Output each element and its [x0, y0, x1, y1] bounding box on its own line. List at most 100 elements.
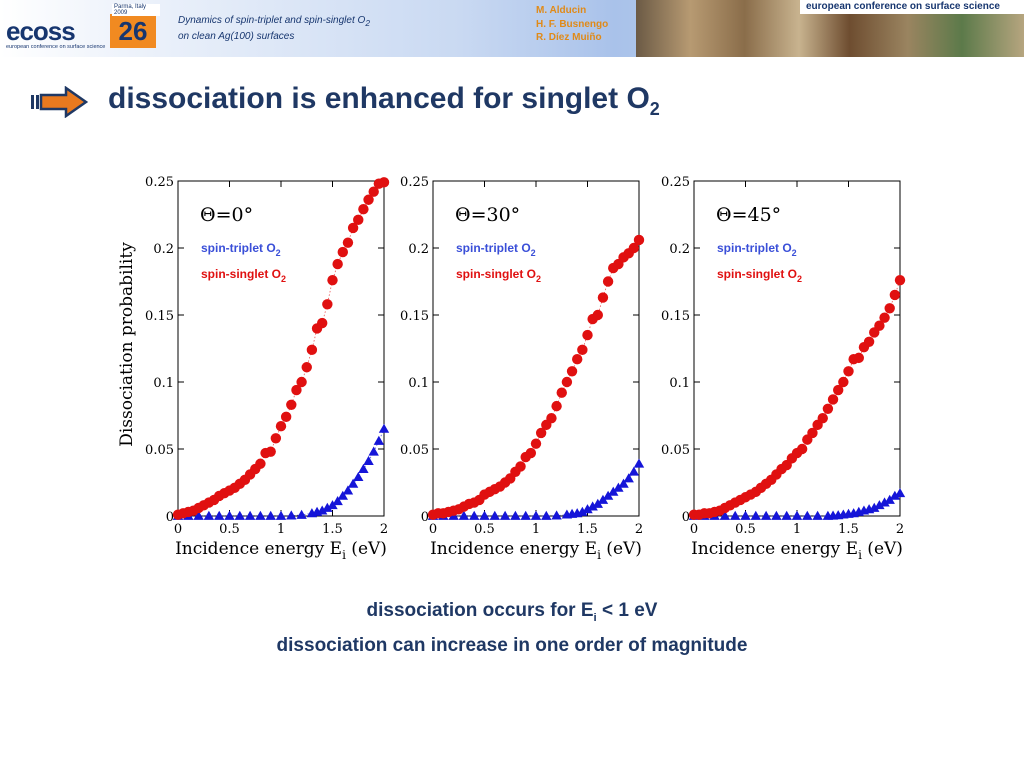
slide-title-sub: 2: [649, 99, 660, 119]
singlet-point: [327, 274, 338, 286]
talk-title: Dynamics of spin-triplet and spin-single…: [178, 14, 370, 43]
singlet-point: [827, 394, 839, 405]
x-tick-label: 0: [174, 522, 182, 537]
angle-annotation: Θ=30°: [455, 204, 520, 226]
legend-entry-text: spin-triplet O: [717, 241, 792, 255]
x-axis-label-unit: (eV): [601, 539, 642, 559]
singlet-point: [628, 242, 640, 254]
singlet-point: [515, 461, 526, 472]
triplet-point: [602, 490, 614, 500]
singlet-point: [332, 258, 343, 270]
y-tick-label: 0.05: [400, 443, 429, 458]
legend-entry: spin-triplet O2: [201, 241, 281, 258]
triplet-point: [551, 510, 562, 520]
triplet-point: [265, 510, 276, 520]
triplet-point: [244, 510, 256, 520]
triplet-point: [358, 463, 369, 473]
triplet-point: [889, 490, 901, 500]
singlet-point: [572, 354, 583, 365]
x-tick-label: 0.5: [474, 522, 495, 537]
series-line: [694, 280, 901, 516]
triplet-point: [342, 485, 354, 495]
x-axis-label-main: Incidence energy E: [691, 539, 858, 559]
caption-line2: dissociation can increase in one order o…: [276, 635, 748, 656]
triplet-point: [879, 497, 890, 507]
singlet-point: [270, 433, 282, 444]
singlet-point: [843, 366, 854, 377]
y-tick-label: 0: [682, 510, 690, 525]
x-tick-label: 1: [277, 522, 285, 537]
talk-title-line2: on clean Ag(100) surfaces: [178, 31, 295, 42]
singlet-point: [301, 362, 312, 373]
x-tick-label: 1.5: [577, 522, 598, 537]
singlet-point: [317, 317, 328, 329]
singlet-point: [807, 427, 818, 439]
triplet-point: [740, 510, 751, 520]
arrow-right-icon: [31, 86, 88, 118]
triplet-point: [520, 510, 531, 520]
triplet-point: [337, 490, 348, 500]
triplet-point: [628, 466, 640, 476]
slide-title: dissociation is enhanced for singlet O2: [108, 82, 660, 120]
singlet-point: [378, 177, 390, 188]
triplet-point: [322, 502, 333, 512]
singlet-point: [306, 344, 318, 356]
conference-name: european conference on surface science: [800, 0, 1024, 14]
x-tick-label: 0.5: [219, 522, 240, 537]
triplet-point: [633, 458, 645, 468]
legend-entry-sub: 2: [281, 274, 286, 284]
legend-entry: spin-triplet O2: [717, 241, 797, 258]
triplet-point: [760, 510, 772, 520]
triplet-point: [791, 510, 803, 520]
singlet-point: [337, 246, 348, 258]
triplet-point: [608, 486, 619, 496]
singlet-point: [342, 237, 354, 248]
y-tick-label: 0.15: [400, 309, 429, 324]
triplet-point: [894, 488, 906, 498]
legend-entry-text: spin-singlet O: [201, 267, 281, 281]
x-axis-label-sub: i: [597, 548, 601, 562]
triplet-point: [577, 506, 588, 516]
triplet-point: [489, 510, 500, 520]
triplet-point: [884, 494, 895, 504]
caption-line1: dissociation occurs for Ei < 1 eV: [0, 600, 1024, 624]
x-tick-label: 1.5: [322, 522, 343, 537]
triplet-point: [224, 510, 235, 520]
singlet-point: [363, 194, 374, 205]
triplet-point: [719, 510, 731, 520]
singlet-point: [535, 427, 547, 439]
triplet-point: [327, 500, 338, 510]
legend-entry: spin-singlet O2: [717, 267, 802, 284]
y-tick-label: 0.1: [153, 376, 174, 391]
y-tick-label: 0: [166, 510, 174, 525]
singlet-point: [833, 384, 844, 396]
legend-entry: spin-singlet O2: [456, 267, 541, 284]
legend-entry: spin-triplet O2: [456, 241, 536, 258]
legend-entry-sub: 2: [797, 274, 802, 284]
legend-entry-sub: 2: [792, 248, 797, 258]
y-tick-label: 0.25: [400, 175, 429, 190]
x-axis-label: Incidence energy Ei (eV): [430, 539, 642, 562]
singlet-point: [863, 336, 875, 347]
singlet-point: [286, 399, 297, 410]
singlet-point: [322, 299, 333, 310]
singlet-point: [265, 446, 276, 457]
x-tick-label: 1.5: [838, 522, 859, 537]
y-tick-label: 0.2: [153, 242, 174, 257]
triplet-point: [613, 482, 624, 492]
y-axis-label: Dissociation probability: [117, 242, 137, 447]
triplet-point: [730, 510, 741, 520]
y-tick-label: 0: [421, 510, 429, 525]
x-axis-label-main: Incidence energy E: [430, 539, 597, 559]
singlet-point: [353, 214, 364, 226]
authors: M. Alducin H. F. Busnengo R. Díez Muiño: [536, 4, 608, 45]
legend-entry-sub: 2: [276, 248, 281, 258]
singlet-point: [879, 312, 890, 323]
x-axis-label-sub: i: [342, 548, 346, 562]
x-axis-label-unit: (eV): [862, 539, 903, 559]
chart-panel-2: 0 0.05 0.1 0.15 0.2 0.25 0 0.5 1 1.5 2 Incidence en…: [400, 175, 645, 562]
talk-title-line1-sub: 2: [365, 18, 370, 28]
singlet-point: [633, 234, 645, 246]
singlet-point: [551, 400, 562, 412]
x-tick-label: 0.5: [735, 522, 756, 537]
